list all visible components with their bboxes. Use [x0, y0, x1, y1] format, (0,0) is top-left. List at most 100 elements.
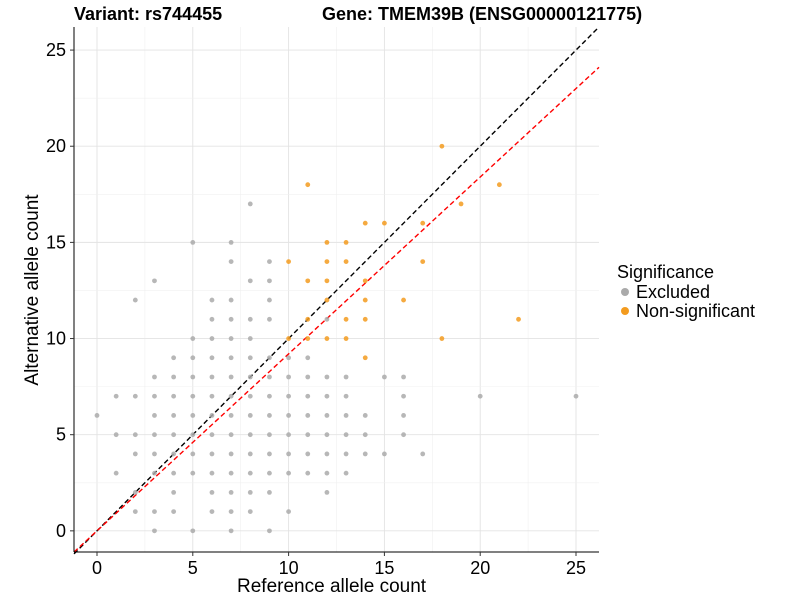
y-tick-label: 20	[46, 136, 66, 156]
excluded-point	[343, 451, 349, 457]
excluded-point	[324, 432, 330, 438]
excluded-point	[132, 432, 138, 438]
x-tick-label: 20	[470, 558, 490, 578]
excluded-point	[286, 413, 291, 418]
non-significant-point	[439, 143, 445, 149]
excluded-point	[209, 489, 215, 495]
non-significant-point	[343, 316, 349, 322]
excluded-point	[132, 297, 138, 303]
excluded-point	[343, 432, 349, 438]
excluded-point	[152, 393, 157, 399]
non-significant-point	[439, 336, 445, 341]
excluded-point	[324, 413, 330, 418]
excluded-point	[401, 432, 406, 438]
excluded-point	[190, 451, 196, 457]
excluded-point	[209, 355, 215, 361]
non-significant-point	[420, 220, 426, 226]
excluded-point	[267, 413, 272, 418]
excluded-point	[152, 451, 157, 457]
excluded-point	[132, 451, 138, 457]
non-significant-point	[324, 239, 330, 245]
non-significant-point	[305, 182, 311, 188]
excluded-point	[190, 432, 196, 438]
non-significant-point	[305, 278, 311, 284]
excluded-point	[228, 509, 234, 515]
non-significant-point	[362, 297, 368, 303]
non-significant-point	[496, 182, 502, 188]
excluded-point	[209, 297, 215, 303]
excluded-point	[209, 393, 215, 399]
excluded-point	[401, 393, 406, 399]
excluded-point	[324, 489, 330, 495]
excluded-point	[401, 374, 406, 380]
excluded-point	[324, 451, 330, 457]
non-significant-point	[286, 259, 291, 265]
excluded-point	[228, 489, 234, 495]
excluded-point	[343, 393, 349, 399]
excluded-point	[209, 509, 215, 515]
excluded-point	[152, 470, 157, 476]
excluded-point	[286, 509, 291, 515]
non-significant-point	[324, 259, 330, 265]
gene-title: Gene: TMEM39B (ENSG00000121775)	[322, 4, 643, 24]
non-significant-point	[324, 297, 330, 303]
excluded-point	[190, 239, 196, 245]
identity-line	[73, 26, 600, 555]
legend-label-excluded: Excluded	[636, 282, 711, 302]
y-axis-title: Alternative allele count	[22, 194, 43, 386]
non-significant-point	[458, 201, 464, 207]
excluded-point	[152, 413, 157, 418]
excluded-point	[228, 259, 234, 265]
excluded-point	[113, 432, 119, 438]
excluded-point	[171, 509, 177, 515]
non-significant-point	[305, 316, 311, 322]
excluded-point	[190, 355, 196, 361]
y-tick-label: 5	[56, 425, 66, 445]
excluded-point	[267, 297, 272, 303]
excluded-point	[113, 470, 119, 476]
excluded-point	[152, 432, 157, 438]
excluded-point	[228, 528, 234, 534]
excluded-point	[171, 374, 177, 380]
variant-title: Variant: rs744455	[74, 4, 223, 24]
excluded-point	[267, 259, 272, 265]
excluded-point	[209, 316, 215, 322]
axes	[70, 27, 599, 556]
excluded-point	[420, 451, 426, 457]
excluded-point	[247, 432, 253, 438]
excluded-point	[324, 393, 330, 399]
excluded-point	[152, 528, 157, 534]
excluded-point	[305, 470, 311, 476]
excluded-point	[171, 413, 177, 418]
non-significant-point	[362, 355, 368, 361]
excluded-point	[247, 374, 253, 380]
excluded-point	[209, 470, 215, 476]
legend-marker-excluded	[621, 288, 629, 296]
y-tick-label: 15	[46, 232, 66, 252]
non-significant-point	[343, 239, 349, 245]
excluded-point	[247, 278, 253, 284]
excluded-point	[247, 355, 253, 361]
fitted-line	[73, 66, 600, 553]
excluded-point	[267, 528, 272, 534]
excluded-point	[228, 316, 234, 322]
excluded-point	[573, 393, 579, 399]
excluded-point	[267, 355, 272, 361]
excluded-point	[228, 393, 234, 399]
excluded-point	[190, 413, 196, 418]
legend: Significance Excluded Non-significant	[617, 262, 755, 321]
non-significant-point	[362, 316, 368, 322]
excluded-point	[94, 413, 100, 418]
excluded-point	[362, 451, 368, 457]
excluded-point	[267, 374, 272, 380]
excluded-point	[209, 451, 215, 457]
non-significant-point	[362, 220, 368, 226]
excluded-point	[477, 393, 483, 399]
excluded-point	[305, 451, 311, 457]
non-significant-point	[362, 278, 368, 284]
excluded-point	[171, 489, 177, 495]
excluded-point	[132, 489, 138, 495]
excluded-point	[247, 316, 253, 322]
excluded-point	[343, 470, 349, 476]
